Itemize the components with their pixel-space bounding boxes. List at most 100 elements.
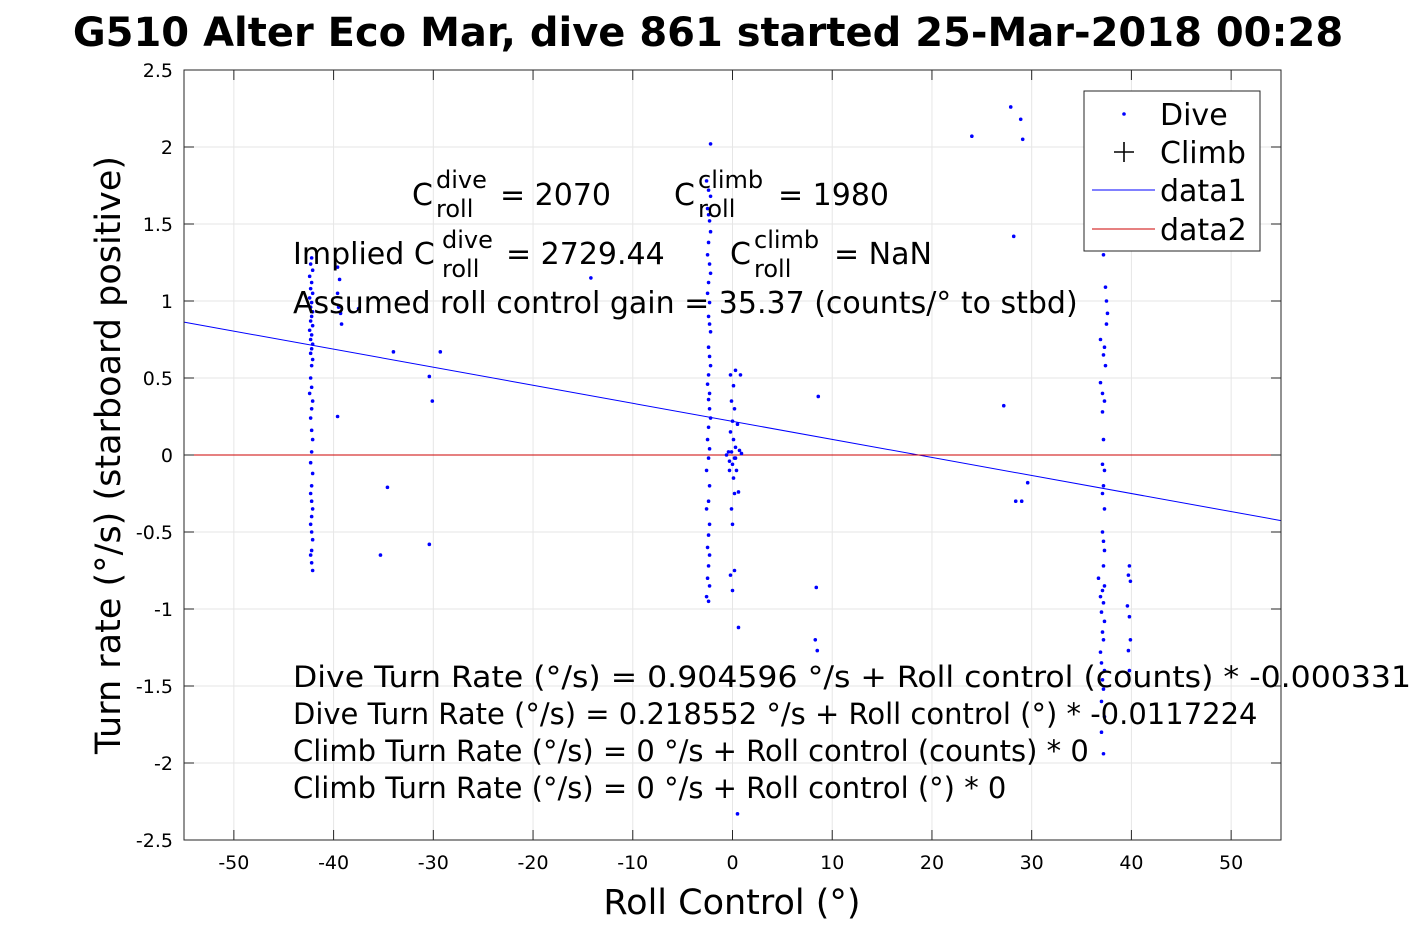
point-dive bbox=[705, 382, 710, 386]
equation-climb-counts: Climb Turn Rate (°/s) = 0 °/s + Roll con… bbox=[293, 734, 1089, 768]
point-dive bbox=[308, 491, 313, 496]
point-dive bbox=[1102, 507, 1107, 511]
point-dive bbox=[1100, 678, 1105, 682]
point-dive bbox=[732, 491, 737, 496]
point-dive bbox=[308, 286, 313, 291]
point-dive bbox=[705, 576, 710, 580]
point-dive bbox=[733, 456, 738, 460]
point-dive bbox=[1102, 468, 1107, 473]
point-dive bbox=[1125, 604, 1130, 608]
point-dive bbox=[430, 399, 435, 403]
point-dive bbox=[589, 276, 593, 280]
point-dive bbox=[1101, 539, 1106, 544]
point-dive bbox=[309, 428, 314, 433]
point-dive bbox=[726, 450, 731, 454]
point-dive bbox=[730, 419, 735, 423]
point-dive bbox=[1100, 630, 1105, 634]
y-tick-label: -1 bbox=[154, 599, 173, 621]
annotation-c-dive-value: = 2070 bbox=[500, 178, 611, 213]
y-tick-label: -1.5 bbox=[136, 676, 173, 698]
point-dive bbox=[707, 354, 712, 359]
point-dive bbox=[1128, 579, 1133, 584]
point-dive bbox=[735, 422, 740, 427]
point-dive bbox=[738, 373, 743, 377]
point-dive bbox=[707, 553, 712, 557]
y-tick-label: 2 bbox=[161, 137, 173, 159]
point-dive bbox=[1103, 285, 1108, 289]
point-dive bbox=[307, 391, 312, 396]
point-dive bbox=[970, 134, 974, 139]
point-dive bbox=[1098, 594, 1103, 599]
point-dive bbox=[309, 346, 314, 351]
point-dive bbox=[708, 416, 713, 420]
x-tick-label: 50 bbox=[1219, 852, 1243, 874]
point-dive bbox=[309, 385, 314, 390]
point-dive bbox=[736, 625, 741, 630]
point-dive bbox=[733, 368, 738, 373]
point-dive bbox=[706, 373, 711, 377]
point-dive bbox=[1102, 399, 1107, 403]
axis-ticks bbox=[184, 69, 1281, 841]
point-dive bbox=[708, 229, 713, 234]
point-dive bbox=[730, 522, 735, 527]
point-dive bbox=[1099, 730, 1104, 734]
point-dive bbox=[706, 499, 711, 504]
point-dive bbox=[1001, 403, 1006, 408]
point-dive bbox=[706, 425, 711, 430]
point-dive bbox=[705, 206, 710, 211]
y-tick-label: 2.5 bbox=[143, 60, 173, 82]
point-dive bbox=[309, 548, 314, 553]
point-dive bbox=[1101, 687, 1106, 691]
equation-dive-counts: Dive Turn Rate (°/s) = 0.904596 °/s + Ro… bbox=[293, 660, 1411, 694]
point-dive bbox=[335, 291, 340, 296]
point-dive bbox=[391, 350, 396, 354]
point-dive bbox=[309, 530, 314, 534]
point-dive bbox=[308, 553, 313, 557]
point-dive bbox=[309, 407, 314, 411]
legend-label-dive: Dive bbox=[1160, 98, 1228, 133]
point-dive bbox=[1127, 614, 1132, 619]
point-dive bbox=[1101, 484, 1106, 488]
point-dive bbox=[813, 638, 818, 642]
legend-label-climb: Climb bbox=[1160, 136, 1246, 171]
point-dive bbox=[706, 345, 711, 350]
point-dive bbox=[1102, 584, 1107, 588]
point-dive bbox=[708, 363, 713, 368]
point-dive bbox=[336, 305, 341, 309]
legend-label-data2: data2 bbox=[1160, 213, 1247, 248]
point-dive bbox=[1098, 650, 1103, 654]
point-dive bbox=[308, 351, 313, 356]
point-dive bbox=[1101, 253, 1106, 257]
annotation-implied-climb: C climb roll = NaN bbox=[730, 226, 932, 283]
point-dive bbox=[308, 416, 313, 420]
point-dive bbox=[736, 490, 741, 494]
point-dive bbox=[707, 407, 712, 411]
point-dive bbox=[335, 414, 340, 419]
point-dive bbox=[1101, 751, 1106, 756]
point-dive bbox=[730, 588, 735, 593]
point-dive bbox=[1102, 345, 1107, 350]
point-dive bbox=[309, 450, 314, 454]
point-dive bbox=[1101, 353, 1106, 357]
point-dive bbox=[1099, 699, 1104, 704]
point-dive bbox=[308, 522, 313, 527]
point-dive bbox=[706, 599, 711, 604]
point-dive bbox=[1018, 117, 1023, 122]
point-dive bbox=[427, 374, 432, 379]
point-dive bbox=[728, 430, 733, 434]
x-tick-label: 0 bbox=[726, 852, 738, 874]
y-tick-label: -2.5 bbox=[136, 830, 173, 852]
point-dive bbox=[1100, 462, 1105, 467]
point-dive bbox=[707, 262, 712, 266]
point-dive bbox=[1099, 661, 1104, 665]
point-dive bbox=[1127, 668, 1132, 673]
point-dive bbox=[308, 460, 313, 465]
point-dive bbox=[704, 507, 709, 511]
annotation-implied-dive-prefix: Implied C bbox=[293, 237, 435, 272]
point-dive bbox=[732, 407, 737, 411]
point-dive bbox=[308, 305, 313, 309]
point-dive bbox=[731, 383, 736, 388]
equation-climb-degrees: Climb Turn Rate (°/s) = 0 °/s + Roll con… bbox=[293, 771, 1006, 805]
x-tick-label: 20 bbox=[920, 852, 944, 874]
x-tick-label: 40 bbox=[1119, 852, 1143, 874]
